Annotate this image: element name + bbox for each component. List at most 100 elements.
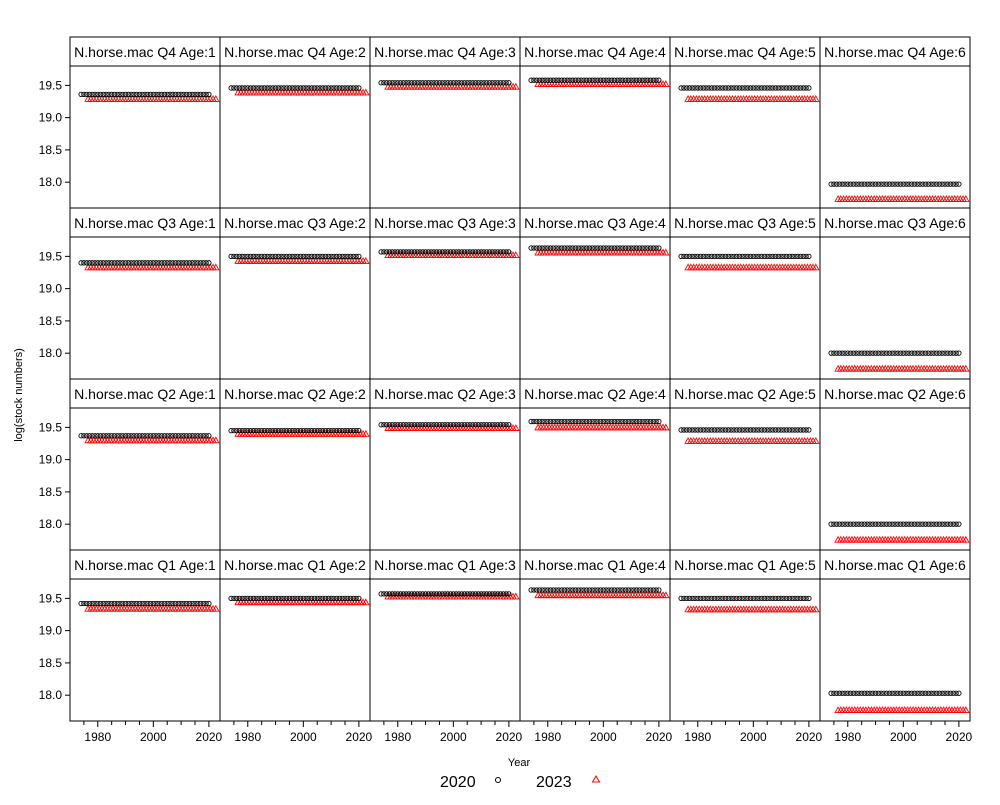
point-2020	[256, 595, 262, 602]
point-2020	[170, 600, 176, 607]
point-2020	[147, 600, 154, 607]
point-2020	[653, 77, 659, 83]
panel-strip-label: N.horse.mac Q2 Age:5	[674, 386, 816, 402]
x-tick-label: 2020	[196, 730, 223, 744]
panel: N.horse.mac Q2 Age:6	[819, 378, 971, 551]
panel: N.horse.mac Q2 Age:1	[69, 378, 221, 551]
point-2020	[456, 422, 462, 428]
point-2020	[570, 587, 576, 593]
point-2020	[459, 249, 465, 255]
point-2020	[389, 591, 395, 597]
point-2020	[897, 690, 904, 696]
point-2020	[545, 245, 551, 251]
point-2020	[956, 181, 962, 187]
x-tick-label: 2000	[440, 730, 467, 744]
point-2020	[617, 587, 623, 593]
panel: N.horse.mac Q4 Age:5	[669, 36, 821, 209]
point-2020	[836, 521, 843, 527]
point-2020	[100, 600, 106, 607]
point-2020	[781, 85, 787, 91]
point-2020	[81, 433, 87, 439]
point-2020	[489, 591, 495, 597]
point-2020	[122, 91, 129, 98]
point-2020	[767, 427, 773, 433]
point-2020	[853, 690, 859, 696]
point-2020	[878, 690, 884, 696]
point-2020	[267, 253, 273, 260]
panel-strip	[219, 207, 371, 238]
point-2020	[797, 427, 804, 433]
point-2020	[753, 427, 759, 433]
panel-strip-label: N.horse.mac Q3 Age:5	[674, 215, 816, 231]
point-2020	[284, 427, 290, 434]
point-2020	[314, 253, 320, 260]
point-2020	[606, 245, 612, 251]
point-2020	[311, 595, 318, 602]
point-2020	[395, 249, 401, 255]
point-2020	[647, 418, 654, 425]
point-2020	[631, 418, 637, 425]
point-2020	[614, 77, 620, 83]
x-tick-label: 1980	[834, 730, 861, 744]
point-2020	[689, 253, 695, 260]
point-2020	[447, 80, 454, 86]
point-2020	[906, 521, 912, 527]
point-2020	[164, 91, 170, 98]
point-2020	[767, 595, 773, 602]
point-2020	[550, 418, 556, 425]
point-2020	[625, 587, 631, 593]
panel-strip-label: N.horse.mac Q4 Age:1	[74, 44, 216, 60]
point-2020	[934, 181, 940, 187]
point-2020	[850, 181, 856, 187]
point-2020	[192, 91, 198, 98]
point-2020	[603, 418, 609, 425]
point-2020	[178, 433, 184, 439]
panel-strip-label: N.horse.mac Q3 Age:6	[824, 215, 966, 231]
point-2020	[781, 253, 787, 260]
point-2020	[922, 521, 929, 527]
point-2020	[189, 91, 195, 98]
point-2020	[909, 350, 915, 356]
point-2020	[470, 591, 476, 597]
point-2020	[711, 85, 718, 91]
point-2020	[342, 595, 348, 602]
panel-strip	[69, 549, 221, 580]
point-2020	[106, 433, 112, 439]
legend: 2020 2023	[440, 774, 601, 791]
point-2020	[947, 181, 954, 187]
point-2020	[770, 253, 776, 260]
point-2020	[300, 85, 306, 91]
point-2020	[400, 80, 406, 86]
point-2020	[275, 253, 281, 260]
panel-strip-label: N.horse.mac Q2 Age:6	[824, 386, 966, 402]
point-2020	[725, 85, 731, 91]
point-2020	[264, 427, 270, 434]
point-2020	[786, 595, 793, 602]
point-2020	[314, 427, 320, 434]
point-2020	[150, 91, 156, 98]
point-2020	[489, 422, 495, 428]
point-2020	[692, 85, 698, 91]
point-2020	[906, 690, 912, 696]
point-2020	[242, 595, 248, 602]
point-2020	[431, 591, 437, 597]
point-2020	[714, 85, 720, 91]
point-2020	[247, 427, 254, 434]
point-2020	[561, 245, 568, 251]
point-2020	[250, 253, 256, 260]
point-2020	[245, 595, 251, 602]
point-2020	[742, 253, 748, 260]
point-2020	[706, 253, 712, 260]
point-2020	[503, 249, 509, 255]
point-2020	[292, 85, 298, 91]
point-2020	[386, 422, 393, 428]
point-2020	[914, 690, 920, 696]
panel: N.horse.mac Q2 Age:2	[219, 378, 371, 551]
point-2023	[812, 605, 820, 613]
point-2020	[859, 350, 865, 356]
point-2020	[234, 253, 240, 260]
point-2020	[553, 587, 559, 593]
point-2020	[328, 253, 334, 260]
point-2020	[875, 181, 881, 187]
point-2020	[742, 427, 748, 433]
